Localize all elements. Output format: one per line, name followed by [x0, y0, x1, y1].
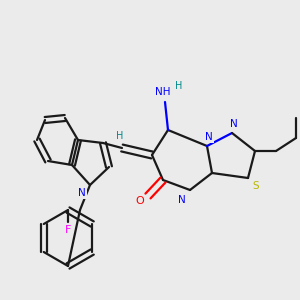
- Text: NH: NH: [155, 87, 171, 97]
- Text: S: S: [253, 181, 259, 191]
- Text: H: H: [116, 131, 124, 141]
- Text: N: N: [205, 132, 213, 142]
- Text: N: N: [78, 188, 86, 198]
- Text: H: H: [175, 81, 183, 91]
- Text: N: N: [230, 119, 238, 129]
- Text: F: F: [65, 225, 71, 235]
- Text: O: O: [136, 196, 144, 206]
- Text: N: N: [178, 195, 186, 205]
